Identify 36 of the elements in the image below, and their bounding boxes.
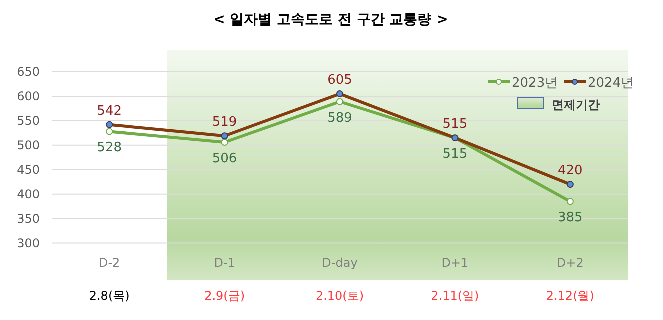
data-label: 605 [328, 73, 352, 88]
y-tick-label: 300 [17, 236, 40, 250]
text: 2.10(토) [316, 289, 364, 303]
band-label: 면제기간 [552, 98, 600, 112]
data-label: 385 [558, 210, 583, 226]
x-tick-label: D-2 [98, 256, 120, 270]
data-label: 515 [442, 147, 468, 162]
y-tick-label: 600 [17, 89, 40, 104]
data-label: 515 [442, 117, 468, 132]
y-tick-label: 500 [17, 138, 40, 152]
point [566, 198, 574, 206]
point [221, 138, 228, 146]
y-tick-label: 400 [17, 187, 40, 202]
data-label: 528 [97, 140, 122, 156]
data-label: 506 [212, 151, 238, 166]
x-tick-label: D-1 [214, 256, 236, 270]
text: 2.9(금) [204, 289, 246, 303]
x-tick-label: D+2 [556, 256, 584, 270]
data-label: 519 [212, 115, 238, 130]
data-label: 542 [97, 104, 122, 119]
x-tick-label: D-day [322, 256, 358, 270]
legend-label: 2023년 [512, 76, 558, 91]
text: 2.11(일) [431, 289, 480, 303]
y-tick-label: 450 [17, 162, 40, 177]
text: 2.12(월) [546, 289, 594, 303]
data-label: 589 [328, 110, 352, 126]
x-tick-label: D+1 [442, 256, 469, 270]
point [106, 128, 114, 136]
y-tick-label: 650 [17, 65, 40, 80]
chart-title: < 일자별 고속도로 전 구간 교통량 > [214, 12, 448, 28]
legend-label: 2024년 [588, 76, 634, 91]
point [336, 98, 344, 106]
y-tick-label: 550 [17, 114, 40, 128]
y-tick-label: 350 [17, 212, 40, 226]
text: 2.8(목) [89, 289, 130, 303]
data-label: 420 [558, 164, 583, 179]
